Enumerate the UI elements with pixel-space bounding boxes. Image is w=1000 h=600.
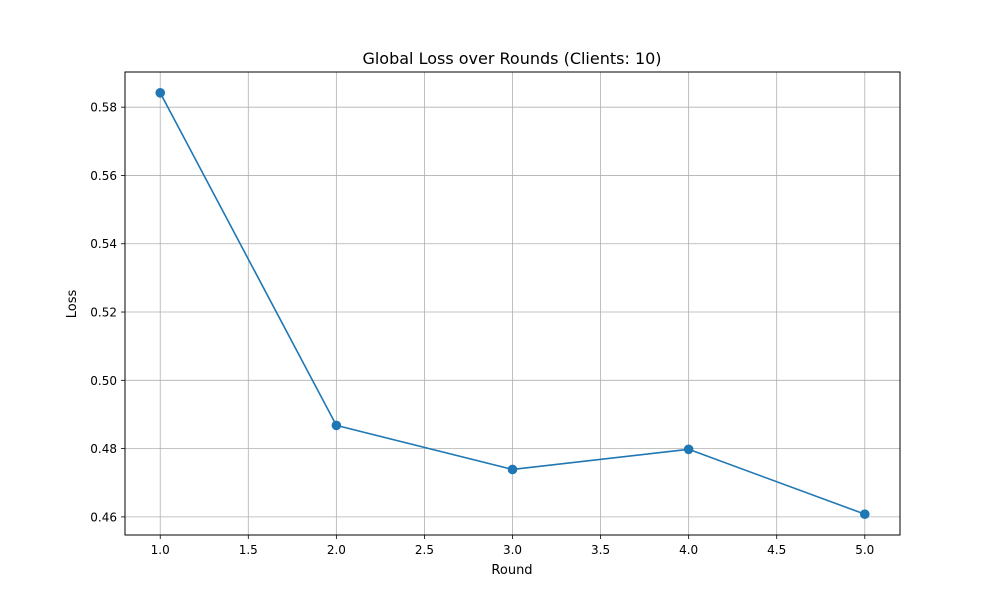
x-tick-label: 2.5	[415, 543, 434, 557]
x-tick-label: 4.0	[679, 543, 698, 557]
x-tick-label: 2.0	[327, 543, 346, 557]
x-tick-label: 4.5	[767, 543, 786, 557]
tick-layer: 1.0 1.5 2.0 2.5 3.0 3.5 4.0 4.5 5.0 0.46 0.48 0.50 0…	[90, 101, 874, 557]
y-tick-label: 0.56	[90, 169, 117, 183]
data-point	[859, 509, 870, 519]
y-tick-label: 0.50	[90, 374, 117, 388]
x-tick-label: 5.0	[855, 543, 874, 557]
y-tick-label: 0.48	[90, 442, 117, 456]
data-point	[155, 88, 166, 98]
plot-area: 1.0 1.5 2.0 2.5 3.0 3.5 4.0 4.5 5.0 0.46 0.48 0.50 0…	[90, 71, 901, 557]
grid-layer	[125, 72, 900, 535]
x-tick-label: 1.5	[239, 543, 258, 557]
data-point	[331, 420, 342, 431]
x-axis-label: Round	[491, 563, 532, 578]
data-point	[507, 464, 518, 475]
y-tick-label: 0.58	[90, 101, 117, 115]
x-tick-label: 1.0	[151, 543, 170, 557]
x-tick-label: 3.0	[503, 543, 522, 557]
data-point	[683, 444, 694, 455]
chart-title: Global Loss over Rounds (Clients: 10)	[362, 49, 661, 68]
y-tick-label: 0.52	[90, 306, 117, 320]
y-tick-label: 0.54	[90, 237, 117, 251]
y-axis-label: Loss	[65, 290, 80, 319]
y-tick-label: 0.46	[90, 510, 117, 524]
x-tick-label: 3.5	[591, 543, 610, 557]
series-layer	[155, 88, 870, 519]
